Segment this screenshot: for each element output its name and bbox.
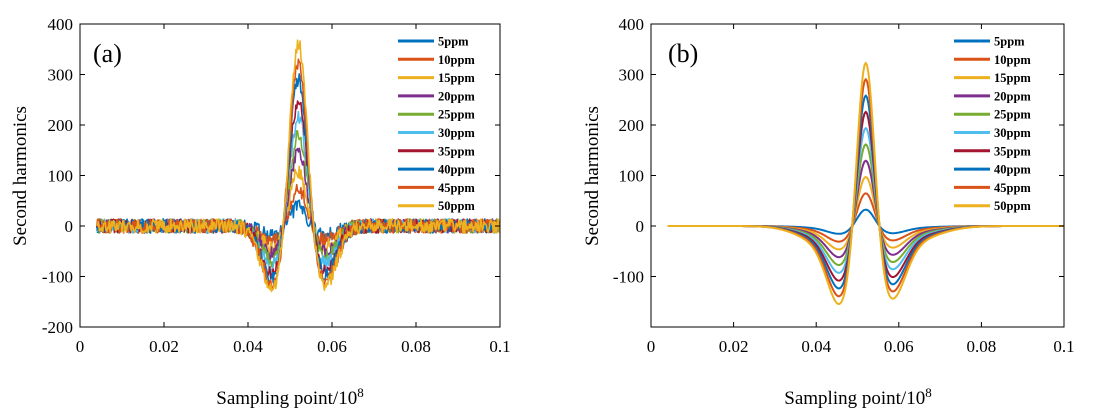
chart-a-legend-label: 20ppm xyxy=(438,89,475,103)
chart-b-legend: 5ppm 10ppm 15ppm 20ppm 25ppm 30ppm 35ppm 40ppm 4… xyxy=(954,35,1031,213)
chart-a-xtick-label: 0.06 xyxy=(317,337,347,356)
chart-b-ytick-label: 0 xyxy=(636,217,645,236)
chart-b-legend-label: 15ppm xyxy=(994,71,1031,85)
chart-a-panel-label: (a) xyxy=(93,39,122,68)
chart-b: 0 0.02 0.04 0.06 0.08 0.1 -100 0 100 200 300 400 (b… xyxy=(582,15,1075,409)
chart-b-ytick-label: 100 xyxy=(619,167,645,186)
chart-a-xtick-label: 0 xyxy=(76,337,85,356)
chart-b-legend-label: 10ppm xyxy=(994,53,1031,67)
chart-a-ticks: 0 0.02 0.04 0.06 0.08 0.1 -200 -100 0 100 200 300 40… xyxy=(42,15,511,356)
chart-b-xtick-label: 0.1 xyxy=(1053,337,1074,356)
chart-b-ylabel: Second harmonics xyxy=(582,106,603,246)
chart-a-ytick-label: 0 xyxy=(65,217,74,236)
chart-b-xtick-label: 0.02 xyxy=(719,337,749,356)
chart-a-xtick-label: 0.08 xyxy=(401,337,431,356)
chart-b-series-line-5ppm xyxy=(667,208,1064,235)
chart-b-legend-label: 40ppm xyxy=(994,163,1031,177)
chart-b-legend-label: 45ppm xyxy=(994,181,1031,195)
chart-b-ytick-label: 300 xyxy=(619,66,645,85)
chart-a-ytick-label: 200 xyxy=(48,116,74,135)
chart-a-legend-label: 45ppm xyxy=(438,181,475,195)
chart-a-legend-label: 25ppm xyxy=(438,108,475,122)
chart-a-series-line-40ppm xyxy=(96,73,500,284)
chart-b-xtick-label: 0 xyxy=(647,337,656,356)
chart-b-xtick-label: 0.04 xyxy=(801,337,831,356)
chart-a: 0 0.02 0.04 0.06 0.08 0.1 -200 -100 0 100 200 300 40… xyxy=(10,15,511,409)
chart-a-ytick-label: 400 xyxy=(48,15,74,34)
chart-a-legend-label: 15ppm xyxy=(438,71,475,85)
chart-a-ytick-label: 100 xyxy=(48,167,74,186)
chart-a-legend: 5ppm 10ppm 15ppm 20ppm 25ppm 30ppm 35ppm 40ppm 4… xyxy=(398,35,475,213)
chart-a-series xyxy=(96,39,500,293)
chart-b-series-line-50ppm xyxy=(667,61,1064,306)
chart-a-ytick-label: 300 xyxy=(48,66,74,85)
chart-b-xtick-label: 0.06 xyxy=(884,337,914,356)
chart-a-ylabel: Second harmonics xyxy=(10,106,31,246)
chart-a-ytick-label: -200 xyxy=(42,318,73,337)
chart-a-series-line-50ppm xyxy=(96,39,500,293)
chart-a-xtick-label: 0.04 xyxy=(233,337,263,356)
chart-b-legend-label: 50ppm xyxy=(994,199,1031,213)
chart-b-legend-label: 35ppm xyxy=(994,144,1031,158)
chart-b-ytick-label: 400 xyxy=(619,15,645,34)
chart-b-series xyxy=(667,61,1064,306)
chart-b-ticks: 0 0.02 0.04 0.06 0.08 0.1 -100 0 100 200 300 400 xyxy=(613,15,1075,356)
chart-a-legend-label: 50ppm xyxy=(438,199,475,213)
chart-a-legend-label: 10ppm xyxy=(438,53,475,67)
chart-b-ytick-label: 200 xyxy=(619,116,645,135)
chart-a-ytick-label: -100 xyxy=(42,268,73,287)
chart-b-xtick-label: 0.08 xyxy=(967,337,997,356)
chart-b-panel-label: (b) xyxy=(668,39,698,68)
chart-b-legend-label: 20ppm xyxy=(994,89,1031,103)
chart-b-legend-label: 5ppm xyxy=(994,35,1025,49)
chart-b-ytick-label: -100 xyxy=(613,268,644,287)
chart-a-legend-label: 30ppm xyxy=(438,126,475,140)
chart-a-xtick-label: 0.1 xyxy=(489,337,510,356)
chart-a-legend-label: 35ppm xyxy=(438,144,475,158)
chart-a-xtick-label: 0.02 xyxy=(149,337,179,356)
chart-a-xlabel: Sampling point/108 xyxy=(216,385,363,409)
chart-a-legend-label: 40ppm xyxy=(438,163,475,177)
chart-b-legend-label: 30ppm xyxy=(994,126,1031,140)
chart-b-xlabel: Sampling point/108 xyxy=(784,385,931,409)
chart-b-legend-label: 25ppm xyxy=(994,108,1031,122)
chart-a-legend-label: 5ppm xyxy=(438,35,469,49)
